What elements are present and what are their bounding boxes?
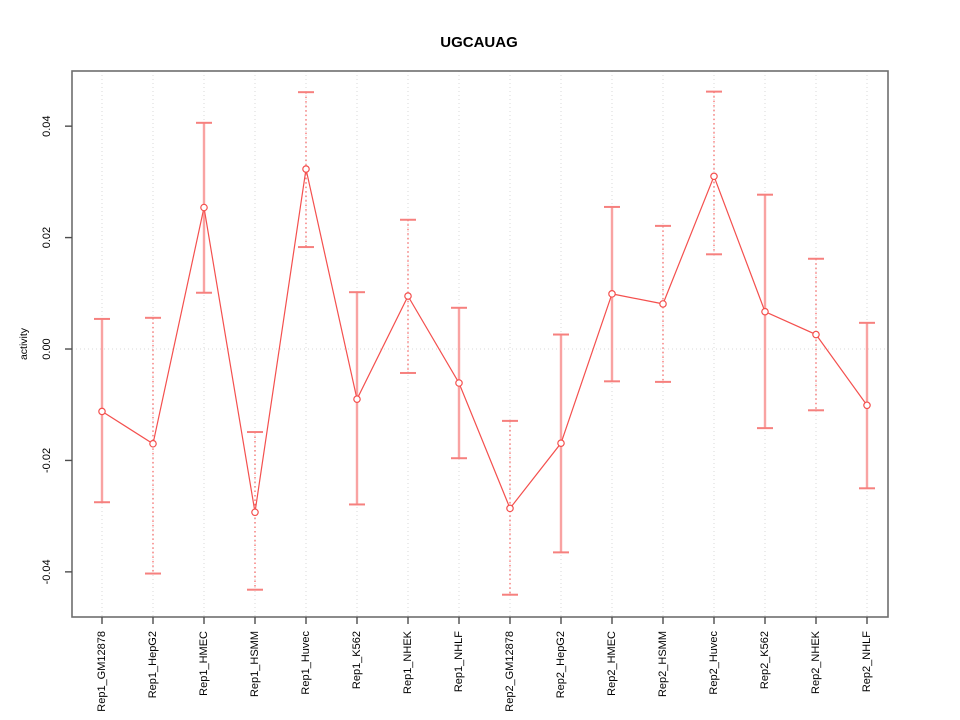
axes-layer [65, 70, 889, 624]
data-point [812, 330, 820, 339]
plot-box [71, 70, 889, 618]
x-tick-label: Rep1_GM12878 [96, 631, 108, 712]
y-axis-label: activity [18, 327, 30, 360]
data-point [98, 407, 106, 416]
x-tick-label: Rep2_GM12878 [504, 631, 516, 712]
x-tick-label: Rep2_HMEC [606, 631, 618, 696]
x-tick-label: Rep1_NHLF [453, 631, 465, 692]
tick-label-layer: -0.04 -0.02 0.00 0.02 0.04 Rep1_GM12878 Rep1_H… [41, 115, 873, 711]
y-tick-label: 0.04 [41, 115, 53, 136]
data-point [251, 508, 259, 517]
data-point [761, 307, 769, 316]
data-point [404, 292, 412, 300]
data-point [863, 401, 871, 410]
error-bar-layer [94, 90, 875, 596]
data-point [455, 379, 463, 387]
x-tick-label: Rep2_NHEK [810, 630, 822, 694]
x-tick-label: Rep1_HepG2 [147, 631, 159, 698]
x-tick-label: Rep1_NHEK [402, 630, 414, 694]
data-point [608, 290, 616, 298]
data-point [302, 165, 310, 173]
point-layer [98, 165, 871, 517]
x-tick-label: Rep1_HMEC [198, 631, 210, 696]
y-tick-label: 0.00 [41, 338, 53, 359]
x-tick-label: Rep1_K562 [351, 631, 363, 689]
data-point [149, 439, 157, 448]
data-point [710, 172, 718, 181]
series-line [101, 168, 868, 513]
x-tick-label: Rep2_HepG2 [555, 631, 567, 698]
y-tick-label: 0.02 [41, 227, 53, 248]
data-point [659, 300, 667, 308]
data-point [557, 439, 565, 447]
x-tick-label: Rep2_HSMM [657, 631, 669, 697]
x-tick-label: Rep2_K562 [759, 631, 771, 689]
x-tick-label: Rep1_HSMM [249, 631, 261, 697]
y-tick-label: -0.02 [41, 448, 53, 473]
x-tick-label: Rep1_Huvec [300, 631, 312, 695]
data-point [200, 203, 208, 212]
chart-title: UGCAUAG [440, 34, 518, 51]
series-layer [101, 168, 868, 513]
data-point [506, 504, 514, 513]
y-tick-label: -0.04 [41, 559, 53, 584]
x-tick-label: Rep2_NHLF [861, 631, 873, 692]
data-point [353, 395, 361, 403]
x-tick-label: Rep2_Huvec [708, 631, 720, 695]
